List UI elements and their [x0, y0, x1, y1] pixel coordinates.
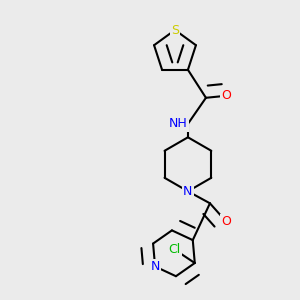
Text: N: N	[183, 185, 193, 198]
Text: O: O	[221, 215, 231, 228]
Text: S: S	[171, 23, 179, 37]
Text: N: N	[150, 260, 160, 273]
Text: Cl: Cl	[169, 242, 181, 256]
Text: O: O	[221, 89, 231, 102]
Text: NH: NH	[169, 117, 188, 130]
